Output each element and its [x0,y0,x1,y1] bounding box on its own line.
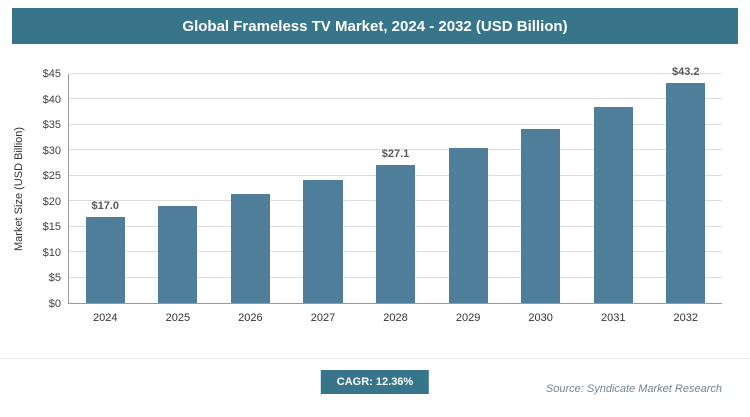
gridline [69,123,722,125]
x-tick-label: 2026 [238,312,263,324]
bar-2031 [593,107,633,303]
bar-slot: $27.1 2028 [359,74,432,324]
bar-slot: 2029 [432,74,505,324]
y-tick-label: $35 [42,119,61,132]
chart-title: Global Frameless TV Market, 2024 - 2032 … [182,17,568,35]
y-tick-label: $45 [42,68,61,80]
bar-value-label: $17.0 [91,199,120,212]
bar-2032 [666,83,706,303]
bars-row: $17.0 2024 2025 2026 2027 $27.1 2028 2029 2030 20… [69,66,723,324]
y-tick-label: $30 [42,144,61,157]
y-tick-label: $15 [42,221,61,234]
bar-value-label: $27.1 [381,148,410,161]
x-tick-label: 2032 [673,312,699,324]
bar-value-label: $43.2 [672,66,700,79]
bar-2024 [85,216,125,303]
y-tick-label: $5 [48,272,61,285]
bar-2028 [375,165,416,303]
y-tick-label: $20 [42,195,61,208]
chart-region: Market Size (USD Billion) $0 $5 $10 $15 $20 $… [10,66,723,324]
x-tick-label: 2024 [93,312,118,324]
bar-slot: 2031 [577,74,650,324]
source-text: Source: Syndicate Market Research [545,383,722,395]
x-tick-label: 2029 [455,312,481,324]
footer: CAGR: 12.36% Source: Syndicate Market Re… [0,358,750,417]
y-tick-label: $40 [42,93,61,106]
chart-title-bar: Global Frameless TV Market, 2024 - 2032 … [12,8,738,44]
gridline [69,98,722,100]
bar-slot: $43.2 2032 [650,66,723,324]
bar-slot: 2026 [214,74,287,324]
plot-area: $17.0 2024 2025 2026 2027 $27.1 2028 2029 2030 20… [68,66,723,324]
x-tick-label: 2027 [310,312,336,324]
x-tick-label: 2030 [528,312,553,324]
x-tick-label: 2028 [383,312,408,324]
bar-2030 [521,128,561,303]
bar-slot: 2030 [504,74,577,324]
x-tick-label: 2031 [600,312,626,324]
x-tick-label: 2025 [165,312,191,324]
bar-2025 [158,205,198,303]
gridline [69,73,722,74]
y-axis: $0 $5 $10 $15 $20 $25 $30 $35 $40 $45 [28,68,68,310]
bar-2029 [448,147,488,303]
y-axis-title: Market Size (USD Billion) [13,126,25,252]
y-tick-label: $25 [42,170,61,183]
bar-2026 [230,194,270,303]
y-tick-label: $0 [48,298,61,310]
gridline [69,149,722,151]
y-tick-label: $10 [42,246,61,259]
bar-slot: $17.0 2024 [69,74,142,324]
cagr-badge: CAGR: 12.36% [320,370,430,394]
bar-slot: 2027 [287,74,360,324]
bar-slot: 2025 [142,74,215,324]
bar-2027 [303,180,343,303]
